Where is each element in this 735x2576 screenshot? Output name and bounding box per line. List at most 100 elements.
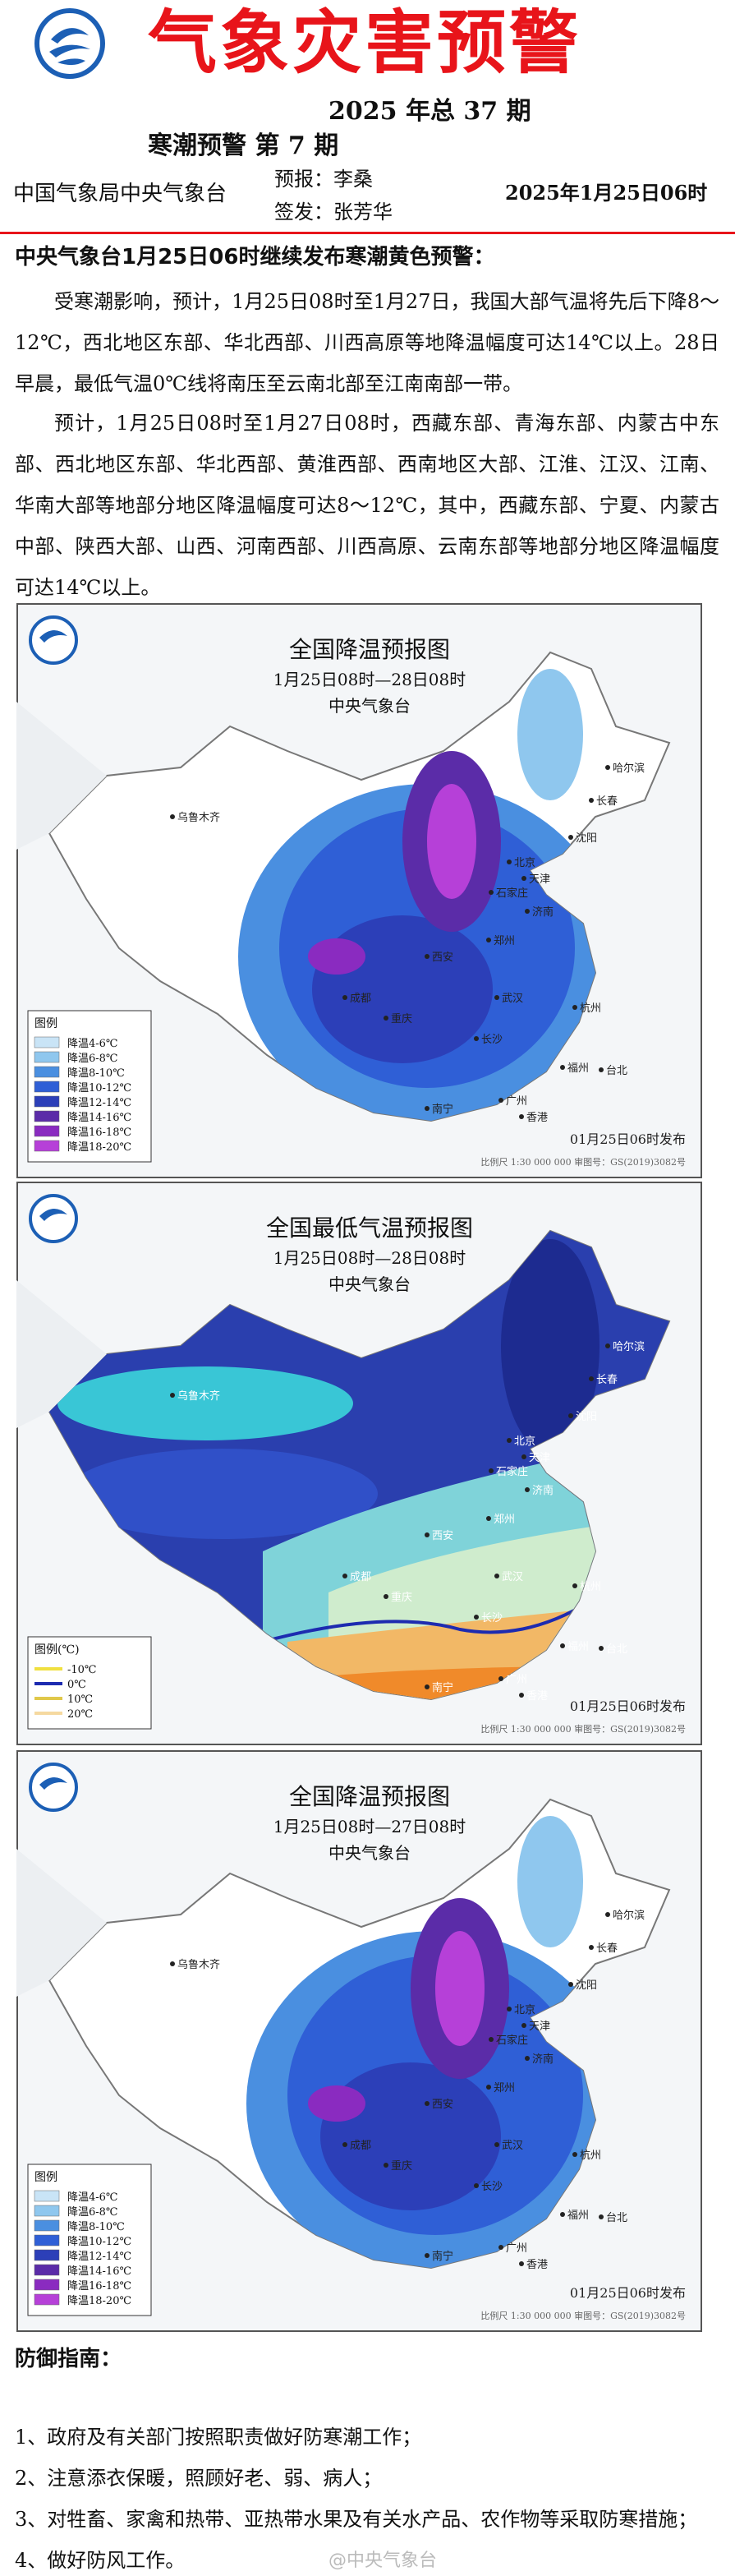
legend-label: 降温10-12℃	[67, 2236, 131, 2248]
legend-swatch	[34, 2249, 60, 2261]
city-label: 重庆	[391, 1591, 412, 1604]
published: 01月25日06时发布	[570, 2285, 686, 2301]
legend-label: 降温4-6℃	[67, 2191, 117, 2204]
city-label: 成都	[350, 1571, 371, 1583]
legend-swatch	[34, 1110, 60, 1122]
city-dot	[525, 2056, 530, 2061]
map-title: 全国降温预报图	[289, 1783, 450, 1810]
city-label: 福州	[567, 1062, 589, 1075]
city-dot	[498, 1676, 503, 1681]
zone	[308, 2085, 365, 2122]
city-label: 石家庄	[496, 887, 528, 900]
zone	[320, 2062, 501, 2210]
shading	[246, 1816, 624, 2268]
city-dot	[599, 1067, 604, 1072]
city-label: 沈阳	[576, 1979, 597, 1992]
logo-ring	[29, 615, 78, 665]
city-label: 北京	[514, 2004, 535, 2016]
city-label: 台北	[606, 2212, 627, 2224]
city-dot	[489, 1468, 494, 1473]
city-label: 乌鲁木齐	[177, 1958, 220, 1971]
legend-swatch	[34, 2219, 60, 2232]
legend-swatch	[34, 2205, 60, 2217]
city-dot	[342, 2142, 347, 2147]
city-dot	[519, 1114, 524, 1119]
legend-title: 图例(℃)	[34, 1643, 80, 1657]
shading	[238, 669, 616, 1121]
legend-label: 降温14-16℃	[67, 1112, 131, 1124]
city-label: 石家庄	[496, 2034, 528, 2047]
city-dot	[568, 1413, 573, 1418]
zone	[427, 784, 476, 899]
logo-swirl	[39, 1208, 67, 1221]
guide-item: 4、做好防风工作。	[15, 2549, 186, 2572]
city-dot	[507, 2007, 512, 2011]
city-dot	[568, 835, 573, 840]
issue-number: 2025 年总 37 期	[328, 97, 531, 126]
city-dot	[599, 2214, 604, 2219]
city-label: 天津	[529, 873, 550, 886]
city-dot	[474, 1615, 479, 1620]
legend-swatch	[34, 1125, 60, 1137]
city-label: 哈尔滨	[613, 1340, 645, 1353]
city-dot	[599, 1646, 604, 1651]
legend-label: 降温12-14℃	[67, 2251, 131, 2263]
city-label: 成都	[350, 2140, 371, 2152]
zone	[66, 1449, 378, 1539]
city-label: 郑州	[494, 2082, 515, 2094]
city-dot	[342, 995, 347, 1000]
city-dot	[498, 1098, 503, 1103]
guide-item: 2、注意添衣保暖，照顾好老、弱、病人；	[15, 2467, 383, 2490]
city-dot	[486, 938, 491, 942]
logo-ring	[29, 1194, 78, 1243]
city-dot	[507, 1438, 512, 1443]
city-label: 武汉	[502, 2140, 523, 2152]
city-label: 重庆	[391, 2159, 412, 2173]
city-label: 南宁	[432, 1103, 453, 1116]
city-label: 成都	[350, 993, 371, 1005]
forecaster: 预报：李桑	[274, 168, 373, 191]
legend-label: 10℃	[67, 1694, 93, 1706]
city-dot	[425, 954, 430, 959]
city-dot	[521, 1454, 526, 1459]
zone	[57, 1366, 353, 1440]
map-agency: 中央气象台	[328, 696, 411, 716]
issuer: 签发：张芳华	[274, 200, 393, 223]
city-dot	[589, 1376, 594, 1381]
zone	[308, 938, 365, 975]
city-dot	[384, 1016, 388, 1021]
neighbor	[16, 702, 107, 850]
legend-box	[27, 1010, 152, 1163]
neighbor	[16, 1849, 107, 1997]
map-agency: 中央气象台	[328, 1274, 411, 1294]
city-label: 天津	[529, 2021, 550, 2033]
city-label: 长沙	[481, 1612, 503, 1624]
guide-item: 3、对牲畜、家禽和热带、亚热带水果及有关水产品、农作物等采取防寒措施；	[15, 2508, 698, 2531]
city-dot	[170, 1961, 175, 1966]
zone	[501, 1239, 599, 1453]
city-dot	[486, 1516, 491, 1521]
logo	[29, 1194, 78, 1243]
city-dot	[342, 1574, 347, 1578]
city-dot	[489, 890, 494, 895]
city-dot	[474, 2183, 479, 2188]
legend-label: 降温16-18℃	[67, 2280, 131, 2293]
city-dot	[486, 2085, 491, 2090]
city-dot	[494, 995, 499, 1000]
city-label: 乌鲁木齐	[177, 811, 220, 824]
city-dot	[560, 1065, 565, 1070]
city-dot	[507, 859, 512, 864]
legend-label: 降温8-10℃	[67, 1067, 125, 1080]
legend-swatch	[34, 1140, 60, 1152]
city-label: 台北	[606, 1065, 627, 1077]
legend-label: -10℃	[67, 1664, 96, 1676]
city-label: 福州	[567, 1641, 589, 1653]
city-label: 北京	[514, 1435, 535, 1448]
city-label: 天津	[529, 1452, 550, 1464]
legend-label: 降温16-18℃	[67, 1127, 131, 1139]
city-dot	[589, 798, 594, 803]
legend-swatch	[34, 2264, 60, 2276]
